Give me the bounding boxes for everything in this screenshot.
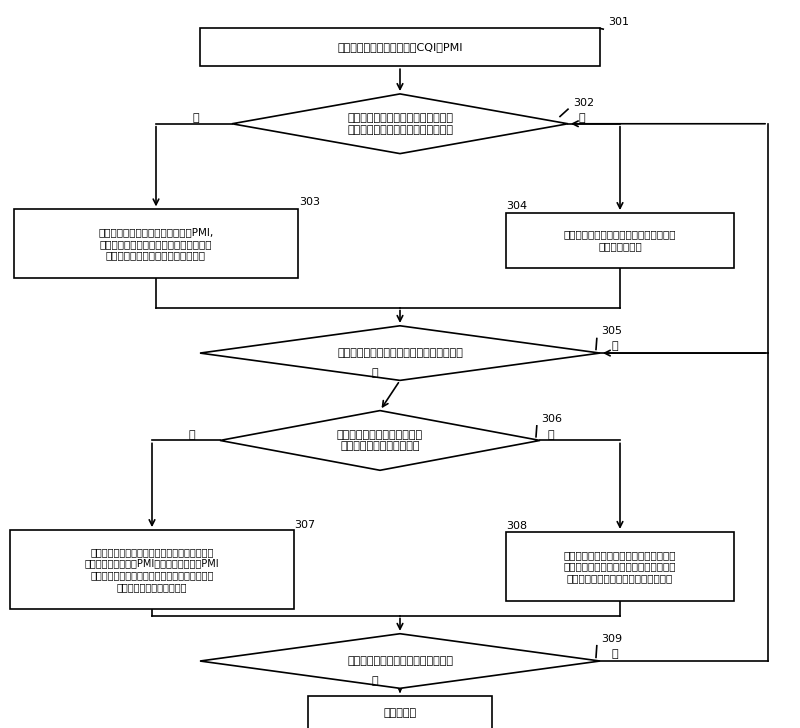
Text: 是: 是 bbox=[189, 430, 195, 440]
Text: 服务小区根据该待握数用户上报的PMI,
在优先调度资源中查询设置的码本进行预
编码，作为该待握数用户的下行资源: 服务小区根据该待握数用户上报的PMI, 在优先调度资源中查询设置的码本进行预 编… bbox=[98, 227, 214, 261]
FancyBboxPatch shape bbox=[10, 530, 294, 609]
Text: 308: 308 bbox=[506, 521, 527, 531]
Polygon shape bbox=[200, 326, 600, 380]
Text: 小区接收所管辖用户发送的CQI及PMI: 小区接收所管辖用户发送的CQI及PMI bbox=[338, 42, 462, 52]
Text: 小区确定是否所有的资源都被分配完: 小区确定是否所有的资源都被分配完 bbox=[347, 656, 453, 666]
FancyBboxPatch shape bbox=[506, 531, 734, 601]
Text: 服务小区根据比例公平原则调度一个
用户，确定该用户是否为待握数用户: 服务小区根据比例公平原则调度一个 用户，确定该用户是否为待握数用户 bbox=[347, 113, 453, 135]
Text: 是: 是 bbox=[371, 368, 378, 378]
Text: 303: 303 bbox=[299, 197, 320, 207]
Text: 302: 302 bbox=[573, 98, 594, 108]
Text: 服务小区根据公平性原则，采用迫零流来原理，
依据协作用户发送的PMI、剩余用户发送的PMI
及剩余资源确定所要调度的剩余用户及为所要调
度的剩余用户分配剩余资源: 服务小区根据公平性原则，采用迫零流来原理， 依据协作用户发送的PMI、剩余用户发… bbox=[85, 547, 219, 592]
Text: 否: 否 bbox=[611, 649, 618, 659]
Text: 否: 否 bbox=[547, 430, 554, 440]
FancyBboxPatch shape bbox=[14, 209, 298, 278]
Text: 结束本流程: 结束本流程 bbox=[383, 708, 417, 719]
Text: 309: 309 bbox=[602, 633, 622, 644]
FancyBboxPatch shape bbox=[308, 696, 492, 728]
Text: 否: 否 bbox=[611, 341, 618, 351]
FancyBboxPatch shape bbox=[506, 213, 734, 267]
FancyBboxPatch shape bbox=[200, 28, 600, 66]
Text: 301: 301 bbox=[608, 17, 629, 27]
Text: 304: 304 bbox=[506, 201, 527, 211]
Text: 305: 305 bbox=[602, 326, 622, 336]
Text: 服务小区确定优先调度资源是否都被分配完: 服务小区确定优先调度资源是否都被分配完 bbox=[337, 348, 463, 358]
Text: 307: 307 bbox=[294, 520, 315, 530]
Polygon shape bbox=[220, 411, 540, 470]
Polygon shape bbox=[232, 94, 568, 154]
Text: 否: 否 bbox=[578, 113, 585, 123]
Text: 服务小区调度剩余用户，将优先调度资源
分配给剩余用户: 服务小区调度剩余用户，将优先调度资源 分配给剩余用户 bbox=[564, 229, 676, 251]
Text: 服务小区根据所管辖剩余用户的公平性原
则及剩余资源信息，确定要调度的剩余用
户及给该要调度的用户分配的剩余资源: 服务小区根据所管辖剩余用户的公平性原 则及剩余资源信息，确定要调度的剩余用 户及… bbox=[564, 550, 676, 583]
Text: 是: 是 bbox=[193, 113, 199, 123]
Text: 306: 306 bbox=[542, 414, 562, 424]
Polygon shape bbox=[200, 633, 600, 689]
Text: 服务小区确定优先调度资源是
否分配给了小区的协作用户: 服务小区确定优先调度资源是 否分配给了小区的协作用户 bbox=[337, 430, 423, 451]
Text: 是: 是 bbox=[371, 676, 378, 686]
